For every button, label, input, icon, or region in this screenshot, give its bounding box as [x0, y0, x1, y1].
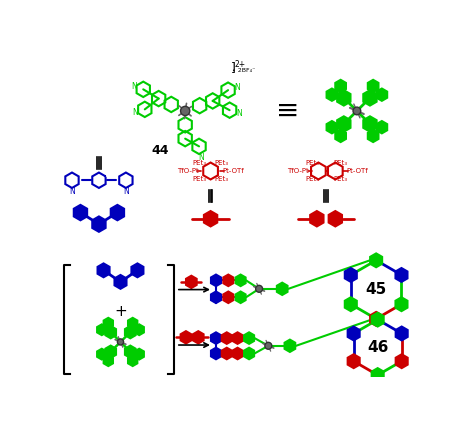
Polygon shape — [372, 312, 383, 326]
Text: PEt₃: PEt₃ — [193, 176, 207, 182]
Polygon shape — [135, 324, 144, 335]
Polygon shape — [222, 332, 232, 344]
Polygon shape — [181, 331, 191, 343]
Polygon shape — [337, 90, 350, 106]
Polygon shape — [370, 312, 382, 326]
Polygon shape — [395, 268, 408, 282]
Text: N: N — [235, 83, 240, 92]
Circle shape — [265, 342, 272, 349]
Polygon shape — [368, 130, 378, 142]
Polygon shape — [376, 121, 387, 134]
Polygon shape — [376, 89, 387, 101]
Text: N: N — [69, 187, 75, 195]
Polygon shape — [97, 324, 107, 335]
Polygon shape — [74, 205, 87, 220]
Text: N: N — [236, 109, 242, 118]
Polygon shape — [236, 292, 246, 303]
Text: PEt₃: PEt₃ — [333, 176, 347, 182]
Text: PEt₃: PEt₃ — [305, 159, 319, 165]
Polygon shape — [347, 354, 360, 368]
Text: ≡: ≡ — [276, 97, 299, 125]
Text: N: N — [123, 187, 129, 195]
Text: TfO-Pt: TfO-Pt — [288, 168, 309, 174]
Polygon shape — [211, 275, 221, 286]
Text: PEt₃: PEt₃ — [333, 159, 347, 165]
Polygon shape — [327, 121, 337, 134]
Polygon shape — [131, 263, 144, 277]
Polygon shape — [211, 348, 221, 359]
Polygon shape — [244, 348, 254, 359]
Polygon shape — [395, 297, 408, 311]
Polygon shape — [233, 332, 243, 344]
Polygon shape — [128, 318, 137, 329]
Text: N: N — [133, 108, 138, 117]
Polygon shape — [115, 275, 127, 289]
Text: N: N — [199, 153, 204, 162]
Circle shape — [118, 339, 124, 345]
Polygon shape — [98, 263, 109, 277]
Polygon shape — [363, 116, 377, 132]
Polygon shape — [368, 80, 378, 92]
Polygon shape — [222, 348, 232, 359]
Polygon shape — [111, 205, 124, 220]
Polygon shape — [125, 346, 136, 358]
Polygon shape — [370, 254, 382, 267]
Polygon shape — [223, 292, 233, 303]
Polygon shape — [105, 346, 116, 358]
Polygon shape — [211, 292, 221, 303]
Text: PEt₃: PEt₃ — [193, 159, 207, 165]
Polygon shape — [328, 211, 342, 226]
Text: 2+: 2+ — [234, 60, 246, 69]
Text: ]: ] — [231, 61, 236, 74]
Polygon shape — [327, 89, 337, 101]
Text: +: + — [114, 304, 127, 319]
Circle shape — [353, 107, 361, 115]
Polygon shape — [335, 80, 346, 92]
Polygon shape — [345, 297, 357, 311]
Polygon shape — [128, 355, 137, 366]
Polygon shape — [92, 216, 106, 232]
Polygon shape — [396, 326, 408, 340]
Polygon shape — [204, 211, 217, 226]
Circle shape — [255, 285, 263, 292]
Polygon shape — [193, 331, 204, 343]
Polygon shape — [363, 90, 377, 106]
Polygon shape — [372, 368, 383, 382]
Polygon shape — [347, 326, 360, 340]
Polygon shape — [186, 276, 197, 288]
Text: Pt-OTf: Pt-OTf — [346, 168, 368, 174]
Polygon shape — [396, 354, 408, 368]
Text: PEt₃: PEt₃ — [214, 176, 228, 182]
Polygon shape — [105, 326, 116, 338]
Polygon shape — [310, 211, 324, 226]
Polygon shape — [335, 130, 346, 142]
Polygon shape — [244, 332, 254, 344]
Text: PEt₃: PEt₃ — [214, 159, 228, 165]
Polygon shape — [337, 116, 350, 132]
Polygon shape — [104, 355, 113, 366]
Text: 46: 46 — [367, 340, 388, 355]
Text: 44: 44 — [152, 145, 169, 157]
Polygon shape — [233, 348, 243, 359]
Polygon shape — [284, 340, 295, 352]
Polygon shape — [345, 268, 357, 282]
Polygon shape — [104, 318, 113, 329]
Text: TfO-Pt: TfO-Pt — [177, 168, 198, 174]
Text: PEt₃: PEt₃ — [305, 176, 319, 182]
Polygon shape — [277, 283, 288, 295]
Text: Pt-OTf: Pt-OTf — [223, 168, 245, 174]
Polygon shape — [135, 349, 144, 360]
Circle shape — [181, 106, 190, 116]
Polygon shape — [223, 275, 233, 286]
Polygon shape — [211, 332, 221, 344]
Text: • 2BF₄⁻: • 2BF₄⁻ — [232, 68, 255, 73]
Polygon shape — [236, 275, 246, 286]
Text: N: N — [131, 82, 137, 91]
Polygon shape — [97, 349, 107, 360]
Text: 45: 45 — [365, 282, 387, 297]
Polygon shape — [125, 326, 136, 338]
